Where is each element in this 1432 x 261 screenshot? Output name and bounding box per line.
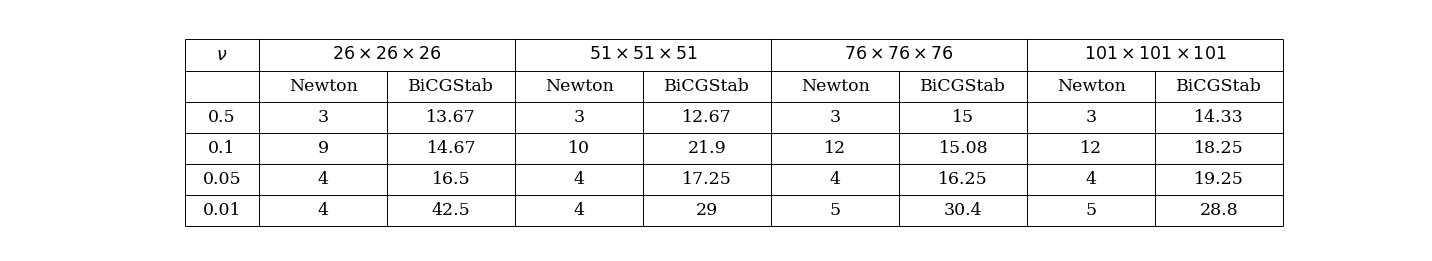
Text: 18.25: 18.25	[1194, 140, 1244, 157]
Text: 9: 9	[318, 140, 329, 157]
Text: 14.67: 14.67	[427, 140, 475, 157]
Text: 4: 4	[574, 171, 584, 188]
Text: 0.05: 0.05	[202, 171, 241, 188]
Text: 4: 4	[318, 202, 329, 219]
Text: BiCGStab: BiCGStab	[408, 78, 494, 94]
Text: 21.9: 21.9	[687, 140, 726, 157]
Text: 15.08: 15.08	[938, 140, 988, 157]
Text: 12.67: 12.67	[683, 109, 732, 126]
Text: Newton: Newton	[800, 78, 869, 94]
Text: 17.25: 17.25	[682, 171, 732, 188]
Text: 28.8: 28.8	[1200, 202, 1239, 219]
Text: $26 \times 26 \times 26$: $26 \times 26 \times 26$	[332, 46, 442, 63]
Text: 16.5: 16.5	[432, 171, 471, 188]
Text: 5: 5	[829, 202, 841, 219]
Text: 19.25: 19.25	[1194, 171, 1244, 188]
Text: 3: 3	[829, 109, 841, 126]
Text: Newton: Newton	[1057, 78, 1126, 94]
Text: 0.1: 0.1	[208, 140, 236, 157]
Text: BiCGStab: BiCGStab	[664, 78, 750, 94]
Text: Newton: Newton	[289, 78, 358, 94]
Text: BiCGStab: BiCGStab	[1176, 78, 1262, 94]
Text: 4: 4	[318, 171, 329, 188]
Text: 4: 4	[829, 171, 841, 188]
Text: 12: 12	[1080, 140, 1103, 157]
Text: $76 \times 76 \times 76$: $76 \times 76 \times 76$	[845, 46, 954, 63]
Text: 4: 4	[574, 202, 584, 219]
Text: 29: 29	[696, 202, 719, 219]
Text: 4: 4	[1085, 171, 1097, 188]
Text: 15: 15	[952, 109, 974, 126]
Text: 13.67: 13.67	[427, 109, 475, 126]
Text: $101 \times 101 \times 101$: $101 \times 101 \times 101$	[1084, 46, 1226, 63]
Text: 30.4: 30.4	[944, 202, 982, 219]
Text: 3: 3	[1085, 109, 1097, 126]
Text: 12: 12	[825, 140, 846, 157]
Text: 14.33: 14.33	[1194, 109, 1244, 126]
Text: $51 \times 51 \times 51$: $51 \times 51 \times 51$	[589, 46, 697, 63]
Text: 0.5: 0.5	[208, 109, 236, 126]
Text: 3: 3	[574, 109, 584, 126]
Text: 16.25: 16.25	[938, 171, 988, 188]
Text: 42.5: 42.5	[432, 202, 471, 219]
Text: $\nu$: $\nu$	[216, 46, 228, 64]
Text: BiCGStab: BiCGStab	[921, 78, 1007, 94]
Text: 0.01: 0.01	[203, 202, 241, 219]
Text: 5: 5	[1085, 202, 1097, 219]
Text: 10: 10	[569, 140, 590, 157]
Text: Newton: Newton	[544, 78, 614, 94]
Text: 3: 3	[318, 109, 329, 126]
